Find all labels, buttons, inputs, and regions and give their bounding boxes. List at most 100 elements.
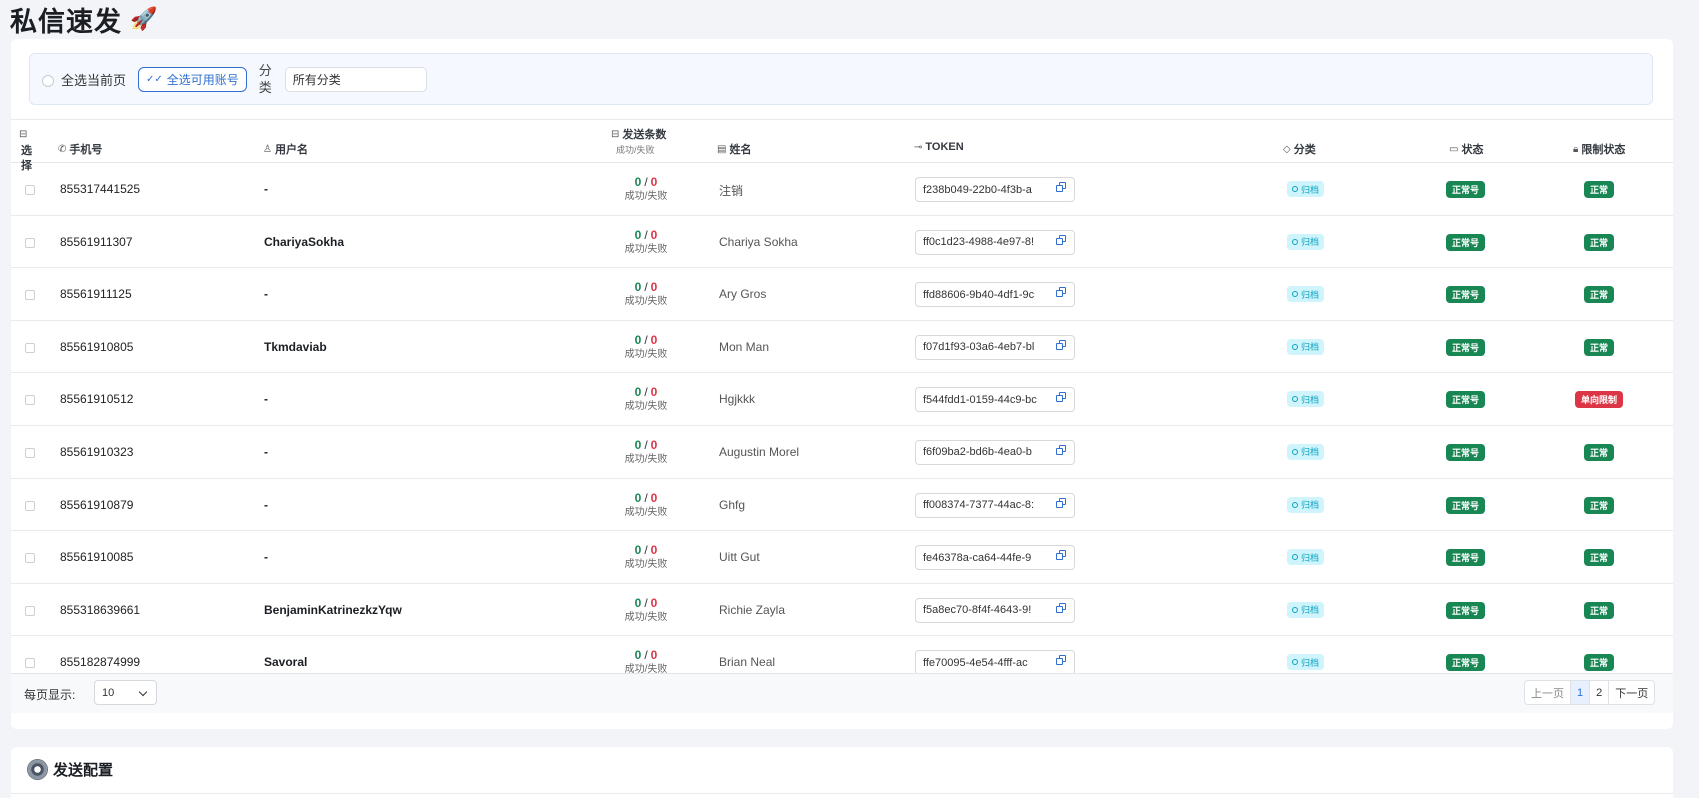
success-count: 0 bbox=[634, 648, 642, 663]
token-field[interactable]: f544fdd1-0159-44c9-bc bbox=[915, 387, 1075, 413]
send-count-cell: 0/0 成功/失败 bbox=[611, 438, 681, 468]
fail-count: 0 bbox=[650, 385, 658, 400]
name-cell: Chariya Sokha bbox=[719, 234, 798, 249]
select-page-radio[interactable] bbox=[42, 74, 54, 87]
username-cell: - bbox=[264, 444, 268, 459]
token-field[interactable]: f07d1f93-03a6-4eb7-bl bbox=[915, 334, 1075, 360]
row-checkbox[interactable] bbox=[25, 395, 35, 406]
select-all-icon[interactable]: ⊟ bbox=[19, 129, 28, 140]
table-row[interactable]: 85561910879 - 0/0 成功/失败 Ghfg ff008374-7377-44… bbox=[11, 479, 1673, 532]
name-cell: Mon Man bbox=[719, 339, 770, 354]
category-badge: 归档 bbox=[1287, 601, 1325, 618]
token-value: ffd88606-9b40-4df1-9c bbox=[923, 288, 1035, 301]
token-field[interactable]: f5a8ec70-8f4f-4643-9! bbox=[915, 597, 1075, 623]
row-checkbox[interactable] bbox=[25, 500, 35, 511]
phone-cell: 85561910879 bbox=[60, 497, 134, 512]
copy-icon[interactable] bbox=[1055, 234, 1069, 248]
token-field[interactable]: ffd88606-9b40-4df1-9c bbox=[915, 282, 1075, 308]
name-cell: Brian Neal bbox=[719, 655, 776, 670]
copy-icon[interactable] bbox=[1055, 444, 1069, 458]
token-value: f5a8ec70-8f4f-4643-9! bbox=[923, 604, 1032, 617]
row-checkbox[interactable] bbox=[25, 658, 35, 669]
page-button-1[interactable]: 1 bbox=[1570, 680, 1591, 705]
token-field[interactable]: ff008374-7377-44ac-8: bbox=[915, 492, 1075, 518]
header-status: ▭ 状态 bbox=[1449, 143, 1484, 157]
copy-icon[interactable] bbox=[1055, 391, 1069, 405]
tag-icon: ◇ bbox=[1283, 143, 1291, 155]
status-badge: 正常号 bbox=[1446, 181, 1486, 198]
token-field[interactable]: f6f09ba2-bd6b-4ea0-b bbox=[915, 439, 1075, 465]
table-row[interactable]: 85561910512 - 0/0 成功/失败 Hgjkkk f544fdd1-0159-… bbox=[11, 373, 1673, 426]
per-page-select[interactable]: 10 bbox=[94, 680, 157, 705]
copy-icon[interactable] bbox=[1055, 181, 1069, 195]
page-button-2[interactable]: 2 bbox=[1589, 680, 1610, 705]
row-checkbox[interactable] bbox=[25, 447, 35, 458]
send-count-cell: 0/0 成功/失败 bbox=[611, 280, 681, 310]
copy-icon[interactable] bbox=[1055, 602, 1069, 616]
table-row[interactable]: 85561911125 - 0/0 成功/失败 Ary Gros ffd88606-9b4… bbox=[11, 268, 1673, 321]
token-field[interactable]: f238b049-22b0-4f3b-a bbox=[915, 177, 1075, 202]
pagination: 上一页 1 2 下一页 bbox=[1524, 680, 1656, 705]
count-label: 成功/失败 bbox=[624, 243, 668, 255]
page-title-text: 私信速发 bbox=[10, 6, 122, 37]
copy-icon[interactable] bbox=[1055, 339, 1069, 353]
copy-icon[interactable] bbox=[1055, 497, 1069, 511]
success-count: 0 bbox=[634, 543, 642, 558]
phone-cell: 85561910512 bbox=[60, 392, 134, 407]
header-name: ▤ 姓名 bbox=[717, 143, 752, 157]
count-label: 成功/失败 bbox=[624, 611, 668, 623]
send-count-cell: 0/0 成功/失败 bbox=[611, 543, 681, 573]
accounts-card: 全选当前页 ✓✓ 全选可用账号 分类 所有分类 ⊟ 选择 ✆ 手机号 ♙ 用户名 ⊟… bbox=[11, 39, 1673, 729]
row-checkbox[interactable] bbox=[25, 342, 35, 353]
category-badge: 归档 bbox=[1287, 654, 1325, 671]
table-row[interactable]: 85561910085 - 0/0 成功/失败 Uitt Gut fe46378a-ca6… bbox=[11, 531, 1673, 584]
select-page-label[interactable]: 全选当前页 bbox=[61, 72, 127, 88]
success-count: 0 bbox=[634, 227, 642, 242]
token-value: f6f09ba2-bd6b-4ea0-b bbox=[923, 446, 1032, 459]
username-cell: - bbox=[264, 497, 268, 512]
table-row[interactable]: 85561910805 Tkmdaviab 0/0 成功/失败 Mon Man f07d1… bbox=[11, 321, 1673, 374]
count-label: 成功/失败 bbox=[624, 401, 668, 413]
next-page-button[interactable]: 下一页 bbox=[1608, 680, 1656, 705]
success-count: 0 bbox=[634, 332, 642, 347]
phone-cell: 85561911307 bbox=[60, 234, 133, 249]
row-checkbox[interactable] bbox=[25, 237, 35, 248]
phone-cell: 855182874999 bbox=[60, 655, 141, 670]
send-config-card: 发送配置 bbox=[11, 747, 1673, 798]
limit-badge: 正常 bbox=[1584, 549, 1615, 567]
divider bbox=[11, 793, 1673, 794]
table-header: ⊟ 选择 ✆ 手机号 ♙ 用户名 ⊟ 发送条数 成功/失败 ▤ 姓名 ⊸ TOKEN ◇ 分… bbox=[11, 119, 1673, 172]
table-row[interactable]: 85561910323 - 0/0 成功/失败 Augustin Morel f6f09b… bbox=[11, 426, 1673, 479]
category-badge: 归档 bbox=[1287, 181, 1325, 197]
token-field[interactable]: fe46378a-ca64-44fe-9 bbox=[915, 545, 1075, 571]
table-row[interactable]: 85561911307 ChariyaSokha 0/0 成功/失败 Chariya S… bbox=[11, 216, 1673, 269]
select-available-button[interactable]: ✓✓ 全选可用账号 bbox=[138, 66, 247, 92]
token-field[interactable]: ff0c1d23-4988-4e97-8! bbox=[915, 229, 1075, 255]
archive-icon bbox=[1292, 554, 1298, 561]
table-row[interactable]: 855317441525-0/0 成功/失败 注销 f238b049-22b0-4f3… bbox=[11, 163, 1673, 216]
fail-count: 0 bbox=[650, 332, 658, 347]
copy-icon[interactable] bbox=[1055, 286, 1069, 300]
name-cell: Uitt Gut bbox=[719, 550, 760, 565]
fail-count: 0 bbox=[650, 648, 658, 663]
table-row[interactable]: 855318639661 BenjaminKatrinezkzYqw 0/0 成功/失… bbox=[11, 584, 1673, 637]
send-count-cell: 0/0 成功/失败 bbox=[611, 175, 681, 205]
row-checkbox[interactable] bbox=[25, 553, 35, 564]
name-cell: Augustin Morel bbox=[719, 444, 800, 459]
status-badge: 正常号 bbox=[1446, 443, 1486, 461]
name-cell: Hgjkkk bbox=[719, 392, 756, 407]
copy-icon[interactable] bbox=[1055, 549, 1069, 563]
row-checkbox[interactable] bbox=[25, 290, 35, 301]
fail-count: 0 bbox=[650, 543, 658, 558]
row-checkbox[interactable] bbox=[25, 605, 35, 616]
gear-icon bbox=[28, 760, 47, 779]
prev-page-button[interactable]: 上一页 bbox=[1524, 680, 1571, 705]
token-field[interactable]: ffe70095-4e54-4fff-ac bbox=[915, 650, 1075, 676]
copy-icon[interactable] bbox=[1055, 654, 1069, 668]
status-badge: 正常号 bbox=[1446, 549, 1486, 567]
page-title: 私信速发 🚀 bbox=[10, 2, 158, 37]
phone-cell: 85561910085 bbox=[60, 550, 134, 565]
name-cell: 注销 bbox=[719, 184, 744, 198]
category-select[interactable]: 所有分类 bbox=[284, 66, 427, 92]
row-checkbox[interactable] bbox=[25, 185, 35, 195]
